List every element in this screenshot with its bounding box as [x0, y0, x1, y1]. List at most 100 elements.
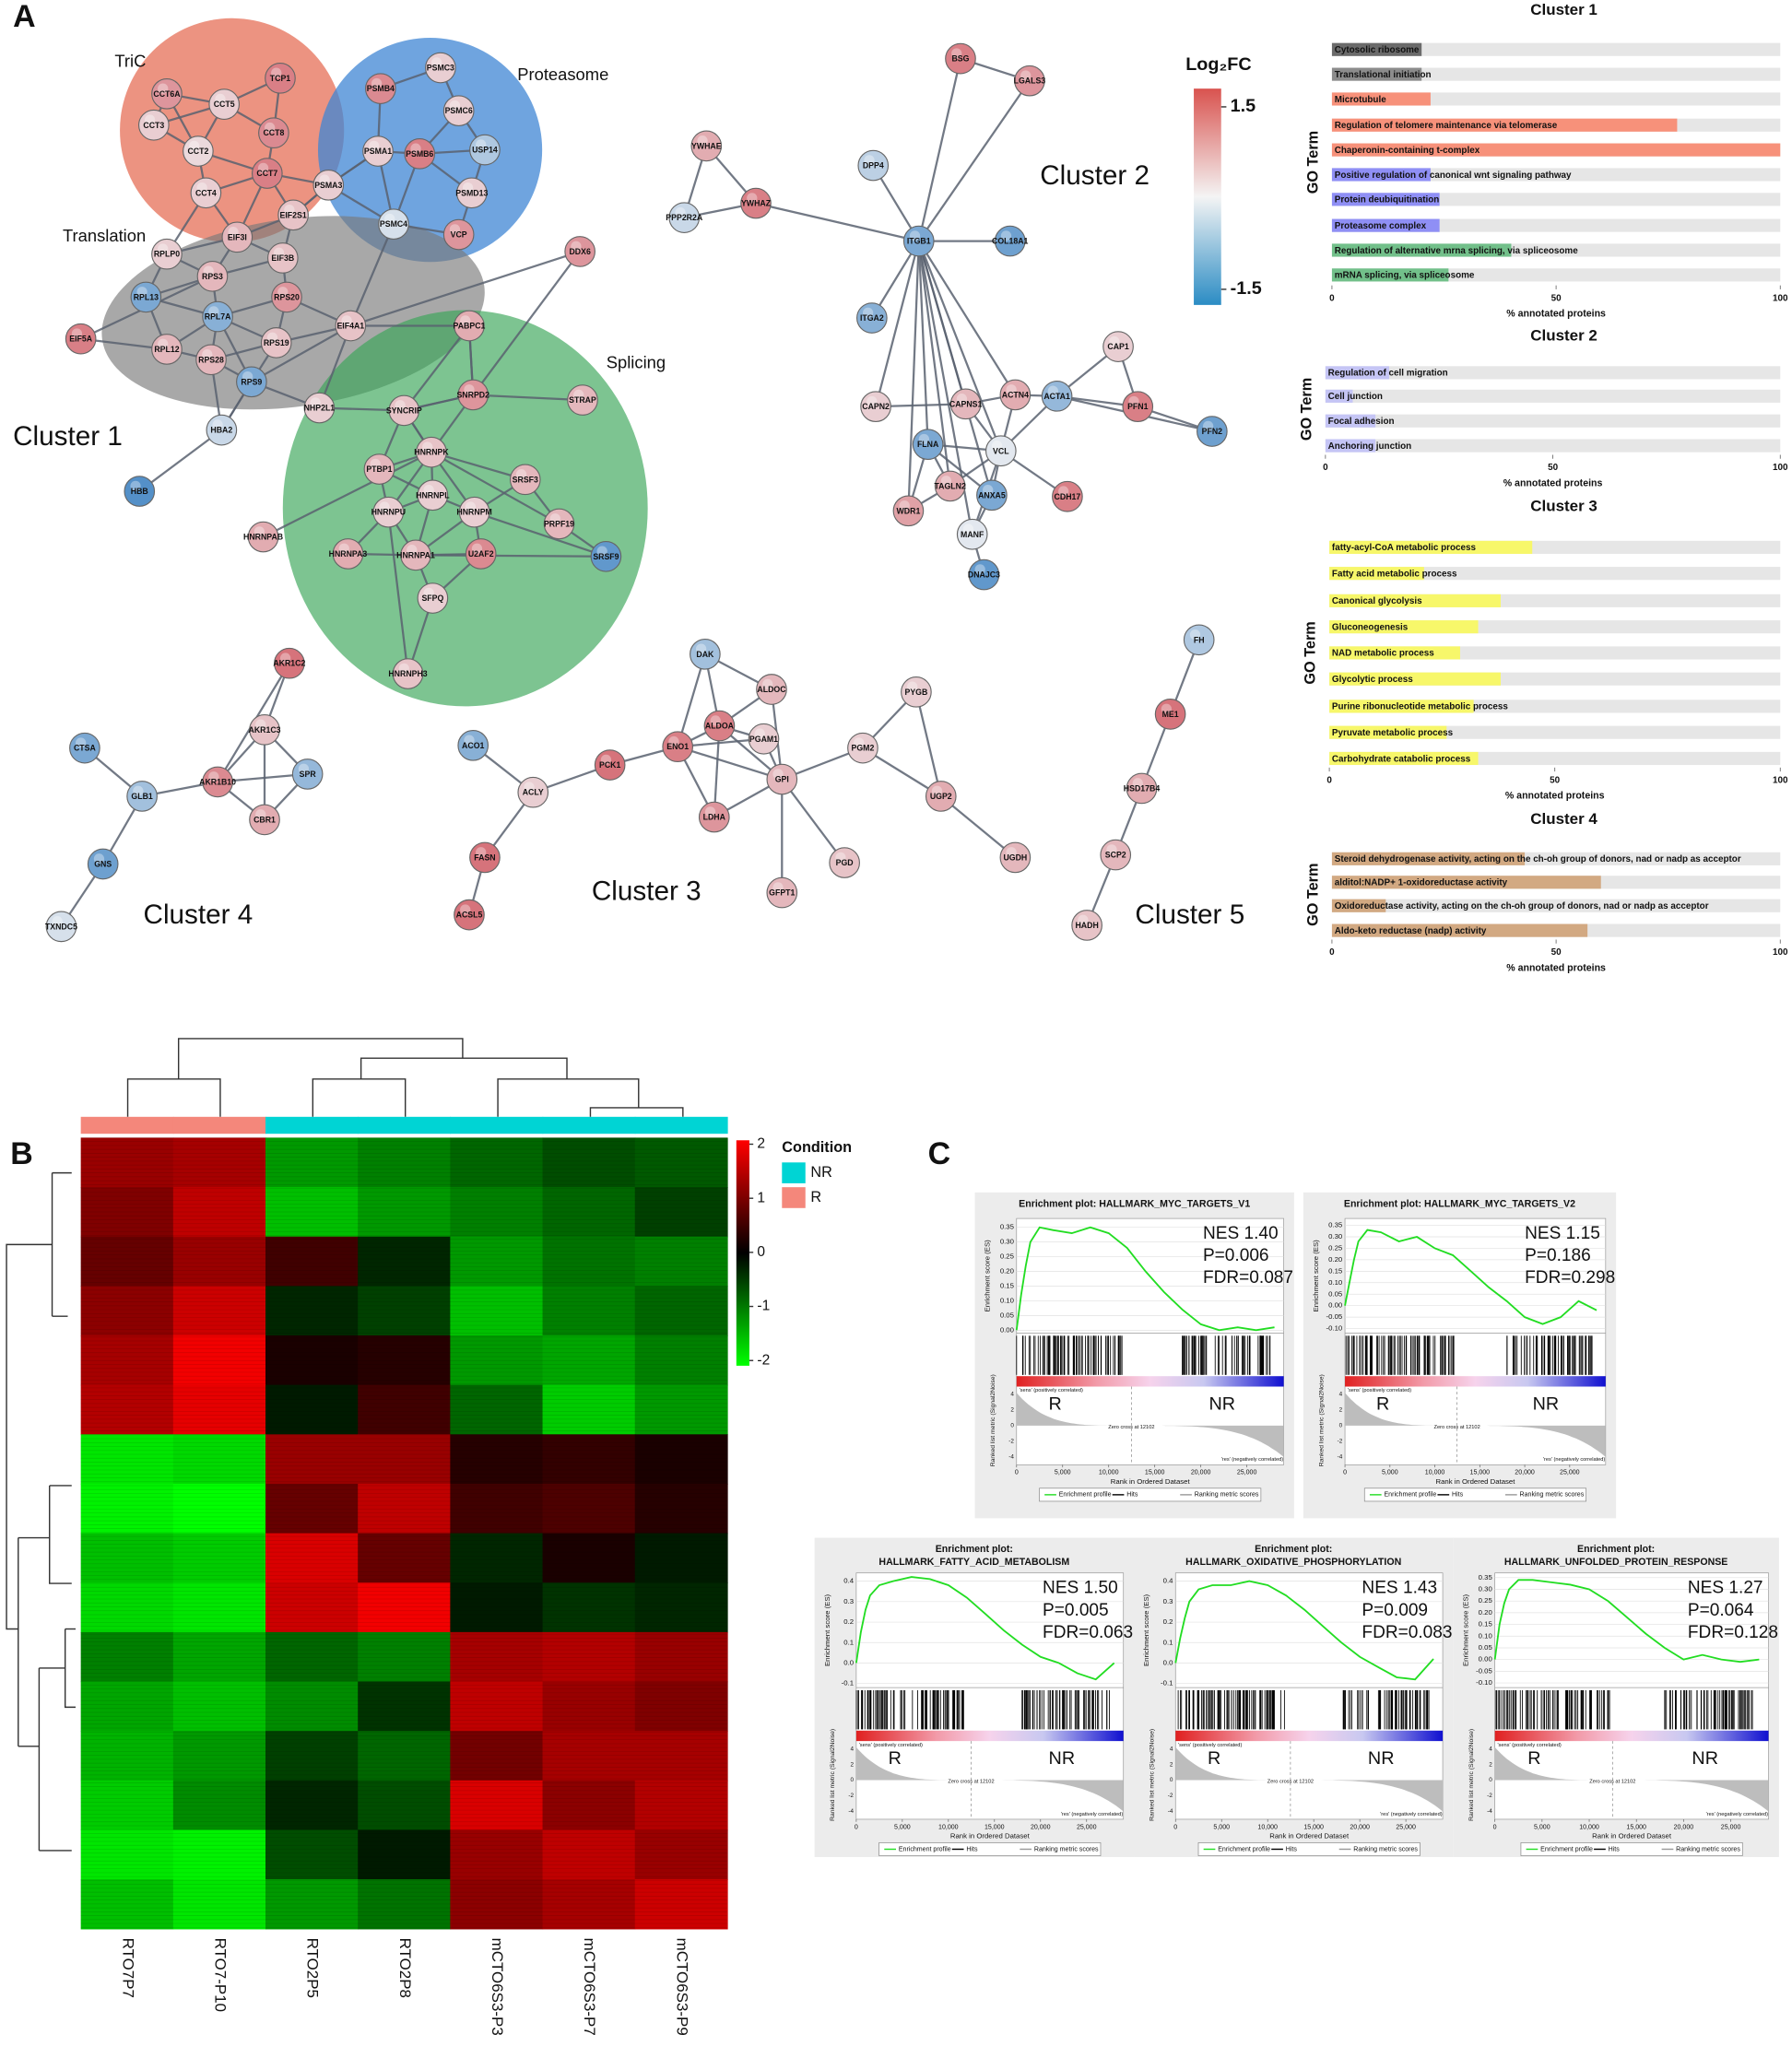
node-label: PABPC1	[454, 322, 486, 331]
bar-category: Oxidoreductase activity, acting on the c…	[1335, 901, 1709, 911]
heatmap-cell	[542, 1434, 636, 1485]
network-node	[564, 236, 595, 267]
node-shine	[371, 77, 383, 89]
node-shine	[203, 265, 214, 276]
heatmap-cell	[450, 1384, 544, 1436]
network-node	[829, 847, 860, 878]
heatmap-cell	[634, 1286, 728, 1336]
x-axis-label: % annotated proteins	[1505, 791, 1605, 802]
node-shine	[253, 526, 265, 537]
metric-tick-label: 2	[1170, 1761, 1173, 1768]
metric-area	[1016, 1393, 1284, 1457]
heatmap-cell	[450, 1137, 544, 1188]
group-label: Proteasome	[517, 65, 608, 84]
dendrogram	[497, 1078, 640, 1117]
node-label: SRSF3	[513, 475, 538, 484]
node-label: ITGA2	[860, 313, 884, 323]
x-tick-label: 0	[1329, 947, 1335, 958]
node-label: PGM2	[852, 744, 875, 753]
node-shine	[962, 523, 974, 535]
network-node	[690, 130, 723, 162]
bar-category: Microtubule	[1335, 95, 1386, 105]
bar-category: Canonical glycolysis	[1332, 596, 1422, 606]
node-label: STRAP	[569, 395, 596, 405]
zero-cross-label: Zero cross at 12102	[1267, 1779, 1314, 1784]
network-node	[312, 169, 345, 201]
legend-swatch	[782, 1187, 806, 1208]
legend-box	[1363, 1487, 1586, 1502]
network-node	[247, 521, 279, 553]
node-label: AKR1B10	[199, 777, 236, 786]
network-node	[756, 674, 787, 705]
metric-tick-label: 0	[1010, 1423, 1014, 1429]
network-node	[87, 848, 119, 880]
node-shine	[1128, 395, 1139, 407]
condition-bar	[542, 1116, 636, 1135]
legend-swatch	[782, 1162, 806, 1183]
node-label: DNAJC3	[968, 570, 1000, 580]
y-tick-label: 0.0	[843, 1659, 854, 1667]
heatmap-cell	[80, 1631, 174, 1683]
network-node	[196, 260, 229, 292]
network-edge	[473, 394, 584, 402]
network-node	[303, 392, 336, 424]
node-shine	[52, 916, 63, 927]
network-node	[1197, 416, 1228, 447]
network-node	[332, 538, 364, 570]
bar-category: Cytosolic ribosome	[1335, 45, 1420, 55]
node-shine	[695, 643, 707, 654]
network-node	[994, 225, 1026, 257]
heatmap-cell	[542, 1384, 636, 1436]
network-node	[274, 647, 305, 679]
network-node	[202, 300, 233, 333]
node-label: HNRNPL	[416, 490, 450, 500]
network-node	[748, 723, 780, 755]
heatmap-cell	[450, 1286, 544, 1336]
group-label: NR	[1533, 1394, 1560, 1415]
network-edge	[416, 554, 607, 558]
node-shine	[242, 370, 253, 382]
dendrogram	[589, 1107, 684, 1117]
bar	[1331, 168, 1431, 182]
metric-tick-label: -4	[1338, 1454, 1343, 1461]
y-tick-label: 0.35	[1328, 1221, 1342, 1229]
column-label: RTO7-P10	[211, 1938, 229, 2012]
zero-cross-label: Zero cross at 12102	[948, 1779, 994, 1784]
network-node	[703, 710, 736, 742]
x-tick-label: 50	[1551, 947, 1562, 958]
heatmap-cell	[450, 1187, 544, 1238]
y-tick-label: -0.1	[842, 1679, 854, 1687]
network-edge	[907, 241, 920, 512]
network-node	[195, 344, 227, 376]
y-tick-label: 0.00	[1328, 1301, 1343, 1310]
x-tick-label: 0	[1173, 1824, 1177, 1830]
plot-title: Enrichment plot:	[936, 1544, 1013, 1555]
bar	[1329, 672, 1501, 686]
legend-label: Hits	[1609, 1846, 1621, 1852]
network-node	[912, 429, 944, 461]
rank-colorbar	[855, 1730, 1124, 1742]
node-label: PSMA1	[364, 147, 392, 156]
pos-label: 'sens' (positively correlated)	[1348, 1388, 1411, 1393]
metric-area	[1494, 1746, 1769, 1812]
node-label: EIF3B	[271, 253, 294, 263]
y-tick-label: 0.20	[1479, 1608, 1493, 1617]
heatmap-cell	[634, 1631, 728, 1683]
heatmap-cell	[172, 1137, 266, 1188]
node-label: HNRNPAB	[243, 533, 283, 542]
heatmap-cell	[172, 1236, 266, 1288]
network-node	[183, 135, 214, 167]
heatmap-cell	[450, 1335, 544, 1386]
dendrogram	[126, 1078, 221, 1117]
heatmap-cell	[634, 1582, 728, 1633]
network-node	[190, 177, 222, 209]
column-label: RTO7P7	[119, 1938, 136, 1998]
network-node	[221, 221, 253, 253]
rank-colorbar	[1016, 1376, 1284, 1387]
y-axis-label: Ranked list metric (Signal2Noise)	[990, 1374, 996, 1466]
bar-category: Gluconeogenesis	[1332, 622, 1409, 632]
heatmap-cell	[450, 1483, 544, 1534]
plot-title: HALLMARK_UNFOLDED_PROTEIN_RESPONSE	[1504, 1557, 1727, 1568]
group-label: R	[1049, 1394, 1062, 1415]
network-node	[249, 714, 280, 746]
